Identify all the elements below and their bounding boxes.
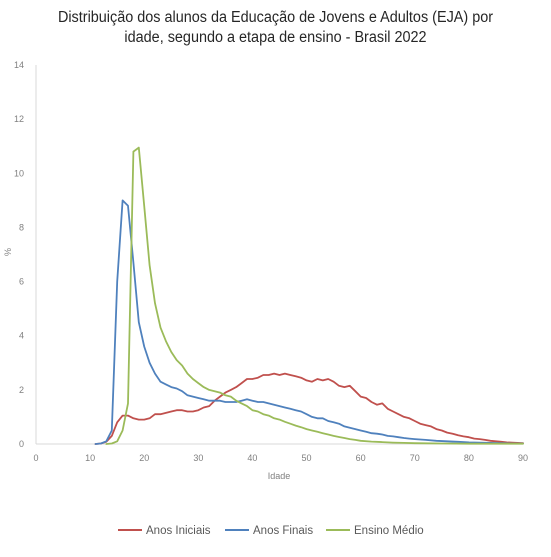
x-tick-label: 90	[518, 453, 528, 463]
y-tick-label: 0	[19, 439, 24, 449]
x-tick-label: 70	[410, 453, 420, 463]
x-tick-label: 40	[247, 453, 257, 463]
y-tick-label: 14	[14, 60, 24, 70]
x-tick-label: 30	[193, 453, 203, 463]
x-tick-label: 50	[302, 453, 312, 463]
y-tick-labels: 0 2 4 6 8 10 12 14	[14, 60, 24, 449]
legend-label-ensino-medio: Ensino Médio	[354, 525, 424, 537]
x-tick-label: 20	[139, 453, 149, 463]
series-line-anos-iniciais	[94, 372, 524, 445]
chart-title-line2: idade, segundo a etapa de ensino - Brasi…	[124, 29, 427, 46]
x-axis-label: Idade	[268, 471, 291, 481]
x-tick-label: 0	[33, 453, 38, 463]
x-tick-labels: 0 10 20 30 40 50 60 70 80 90	[33, 453, 528, 463]
series-line-ensino-medio	[105, 146, 524, 445]
y-tick-label: 2	[19, 385, 24, 395]
y-tick-label: 4	[19, 331, 24, 341]
chart-title: Distribuição dos alunos da Educação de J…	[19, 8, 531, 48]
legend-label-anos-iniciais: Anos Iniciais	[146, 525, 211, 537]
x-tick-label: 60	[356, 453, 366, 463]
x-tick-label: 10	[85, 453, 95, 463]
y-axis-label: %	[3, 248, 13, 256]
y-tick-label: 6	[19, 277, 24, 287]
series-lines	[94, 146, 524, 445]
y-tick-label: 8	[19, 222, 24, 232]
chart-title-line1: Distribuição dos alunos da Educação de J…	[57, 9, 494, 26]
x-tick-label: 80	[464, 453, 474, 463]
y-tick-label: 12	[14, 114, 24, 124]
series-line-anos-finais	[94, 199, 524, 445]
legend-label-anos-finais: Anos Finais	[253, 525, 313, 537]
y-tick-label: 10	[14, 168, 24, 178]
legend: Anos Iniciais Anos Finais Ensino Médio	[118, 525, 424, 537]
